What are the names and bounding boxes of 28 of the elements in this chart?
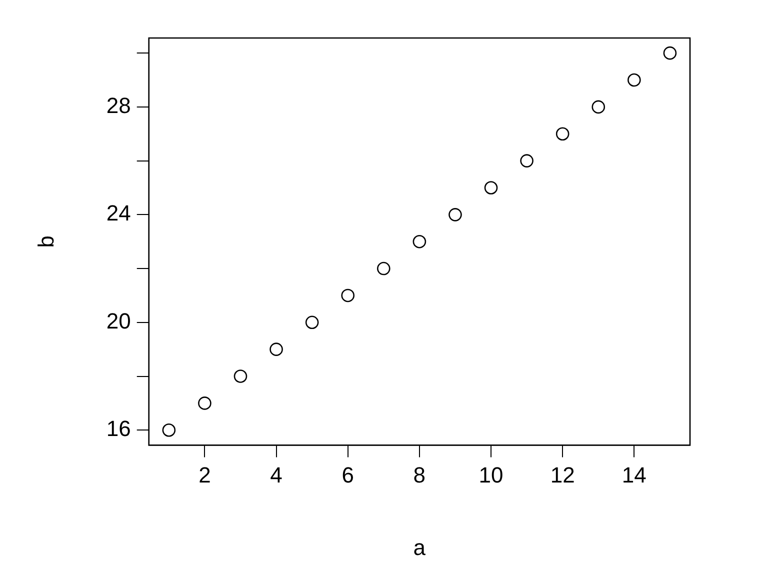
x-tick-label: 2 [198,462,211,488]
y-tick-label: 28 [106,93,131,118]
y-tick-label: 20 [106,308,131,334]
point [305,316,319,330]
x-tick-label: 8 [413,462,426,488]
point [198,396,212,410]
point [270,342,283,356]
point [376,262,390,276]
point [341,288,355,302]
x-tick-label: 12 [550,462,575,488]
point [448,208,462,222]
y-axis-title: b [33,235,58,248]
y-tick-label: 16 [106,416,131,442]
point [520,154,534,168]
x-axis-title: a [413,534,426,560]
point [234,370,248,383]
y-tick-label: 24 [106,200,131,226]
x-tick-label: 4 [270,462,282,488]
point [592,100,606,114]
point [628,73,641,87]
point [663,46,677,60]
point [556,127,570,141]
point [484,181,498,194]
point [162,423,176,437]
x-tick-label: 10 [478,462,504,488]
x-tick-label: 6 [342,462,354,488]
x-tick-label: 14 [622,462,646,488]
point [412,234,426,248]
